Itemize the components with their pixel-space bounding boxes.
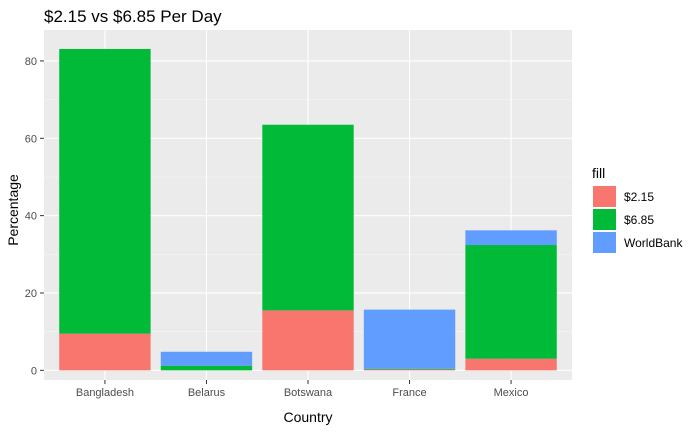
legend-label: $2.15 [624, 190, 654, 204]
y-tick-label: 0 [31, 365, 37, 377]
x-tick-label: Botswana [284, 387, 333, 399]
legend-key [593, 232, 616, 253]
legend-key [593, 186, 616, 207]
bar-botswana-685 [262, 124, 354, 311]
legend-items: $2.15 $6.85 WorldBank [593, 186, 683, 253]
legend-key [593, 209, 616, 230]
legend: fill $2.15 $6.85 WorldBank [592, 165, 683, 253]
bar-mexico-215 [465, 358, 557, 371]
bar-bangladesh-215 [59, 333, 151, 371]
bar-botswana-215 [262, 310, 354, 371]
legend-title: fill [592, 165, 605, 181]
y-tick-label: 40 [25, 211, 37, 223]
legend-label: $6.85 [624, 213, 654, 227]
bar-mexico-worldbank [465, 230, 557, 246]
bar-mexico-685 [465, 245, 557, 359]
y-tick-label: 20 [25, 288, 37, 300]
bar-france-215 [363, 369, 456, 371]
x-tick-label: Bangladesh [76, 387, 134, 399]
chart-title: $2.15 vs $6.85 Per Day [44, 7, 222, 26]
bars [59, 48, 557, 371]
x-tick-label: Mexico [494, 387, 529, 399]
y-axis-ticks: 0 20 40 60 80 [25, 56, 44, 377]
bar-belarus-685 [160, 365, 253, 371]
x-axis-ticks: Bangladesh Belarus Botswana France Mexico [76, 380, 529, 399]
x-tick-label: Belarus [188, 387, 226, 399]
bar-france-685 [363, 368, 456, 370]
legend-label: WorldBank [624, 236, 683, 250]
y-tick-label: 80 [25, 56, 37, 68]
x-axis-title: Country [283, 409, 332, 425]
x-tick-label: France [392, 387, 426, 399]
bar-france-worldbank [363, 309, 456, 369]
bar-bangladesh-685 [59, 48, 151, 334]
y-tick-label: 60 [25, 133, 37, 145]
bar-belarus-worldbank [160, 351, 253, 366]
y-axis-title: Percentage [5, 174, 21, 246]
